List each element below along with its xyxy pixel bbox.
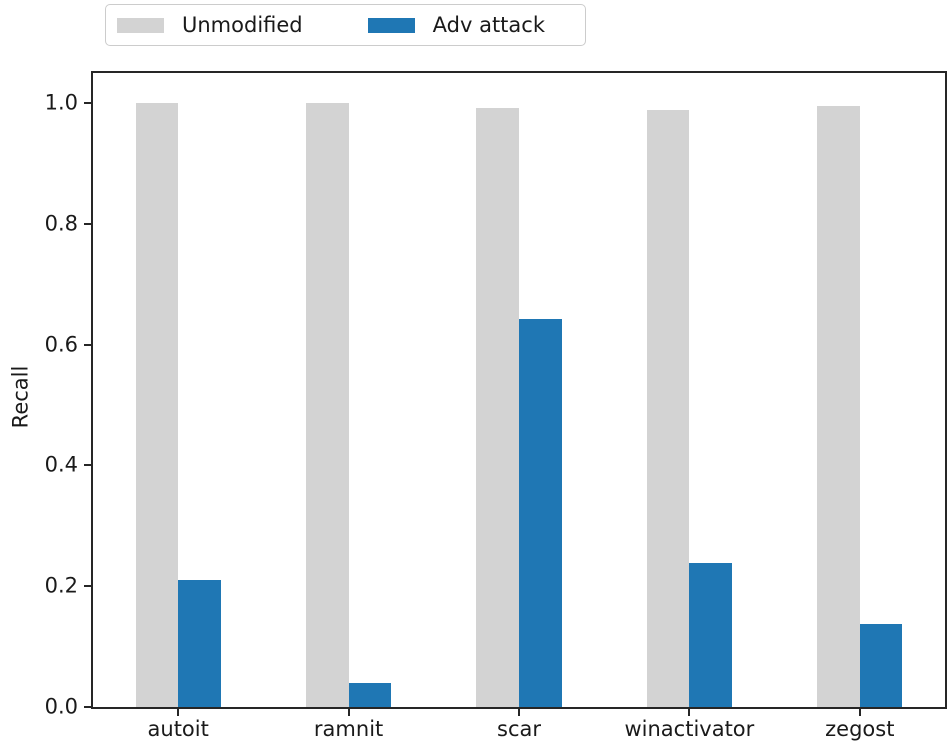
y-tick-label: 0.0 (44, 694, 78, 719)
bar-adv-attack-autoit (178, 580, 221, 707)
x-tick-label-winactivator: winactivator (624, 717, 755, 741)
x-tick-label-ramnit: ramnit (313, 717, 384, 741)
x-tick-label-zegost: zegost (825, 717, 895, 741)
bar-unmodified-winactivator (646, 110, 690, 707)
bar-adv-attack-scar (519, 318, 562, 707)
unmodified-legend-swatch-icon (117, 17, 164, 33)
x-tick-mark (688, 707, 691, 716)
y-tick-label: 0.2 (44, 573, 78, 598)
legend-item-adv-attack: Adv attack (367, 12, 545, 37)
y-tick-mark (84, 585, 93, 588)
adv-attack-legend-swatch-icon (367, 17, 415, 33)
y-tick-label: 0.6 (44, 332, 78, 357)
x-tick-label-autoit: autoit (147, 717, 209, 741)
legend: Unmodified Adv attack (105, 4, 586, 46)
y-tick-label: 0.8 (44, 211, 78, 236)
y-tick-mark (84, 706, 93, 708)
x-tick-mark (177, 707, 180, 716)
x-tick-mark (347, 707, 350, 716)
x-tick-mark (518, 707, 520, 716)
bar-unmodified-autoit (135, 103, 179, 707)
y-tick-mark (84, 343, 93, 346)
x-tick-label-scar: scar (497, 717, 541, 741)
x-tick-mark (858, 707, 861, 716)
bar-adv-attack-winactivator (689, 563, 732, 707)
bar-unmodified-scar (476, 108, 519, 707)
bar-adv-attack-zegost (859, 623, 903, 707)
y-tick-label: 1.0 (44, 90, 78, 115)
y-tick-label: 0.4 (44, 452, 78, 477)
bar-adv-attack-ramnit (348, 682, 392, 707)
unmodified-legend-label: Unmodified (182, 12, 303, 37)
adv-attack-legend-label: Adv attack (432, 12, 545, 37)
y-axis-label: Recall (8, 365, 33, 429)
plot-area (91, 71, 947, 709)
bar-unmodified-ramnit (306, 103, 349, 707)
y-tick-mark (84, 464, 93, 467)
legend-item-unmodified: Unmodified (117, 12, 303, 37)
bar-unmodified-zegost (817, 106, 860, 707)
y-tick-mark (84, 102, 93, 105)
y-tick-mark (84, 222, 93, 225)
